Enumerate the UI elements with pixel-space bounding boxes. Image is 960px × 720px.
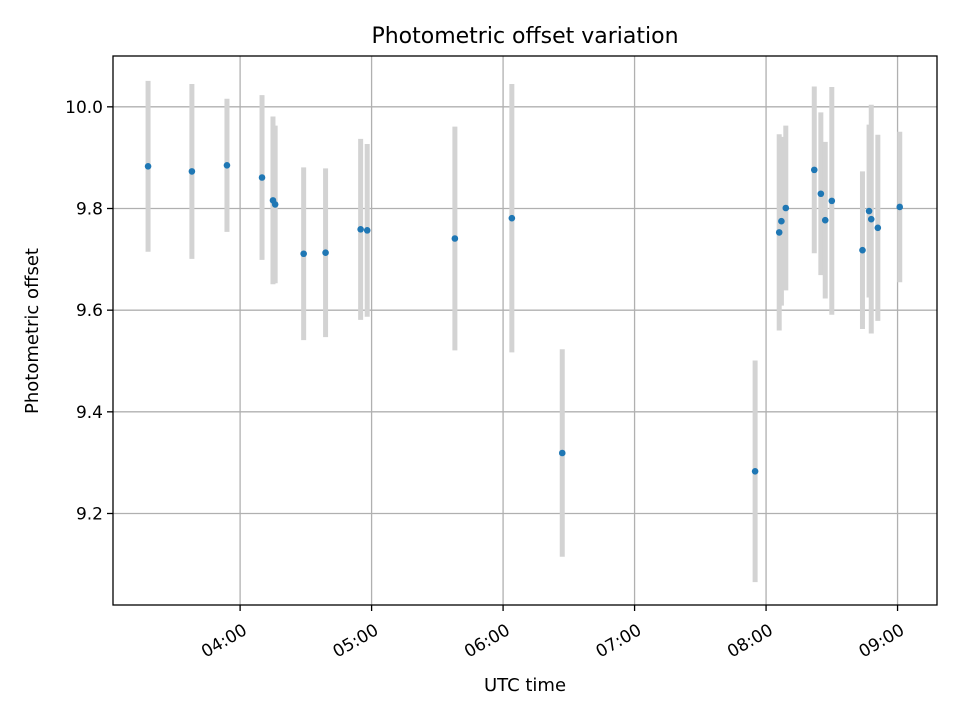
data-point xyxy=(782,204,790,212)
data-point xyxy=(300,250,307,258)
data-point xyxy=(558,449,566,457)
data-point xyxy=(258,174,266,181)
y-tick-label: 9.4 xyxy=(76,403,103,423)
data-point xyxy=(775,229,783,236)
y-tick-label: 10.0 xyxy=(65,98,103,118)
data-point xyxy=(271,201,279,208)
chart-title: Photometric offset variation xyxy=(371,24,678,49)
data-point xyxy=(828,197,836,205)
y-tick-label: 9.6 xyxy=(76,301,103,321)
data-point xyxy=(859,246,866,254)
point-layer xyxy=(144,161,904,475)
data-point xyxy=(751,468,759,475)
data-point xyxy=(363,227,371,234)
data-point xyxy=(144,163,152,170)
data-point xyxy=(778,217,785,225)
grid-layer xyxy=(113,56,937,605)
data-point xyxy=(865,207,873,215)
y-tick-label: 9.2 xyxy=(76,505,103,525)
data-point xyxy=(867,215,875,223)
y-axis-label: Photometric offset xyxy=(22,248,43,414)
data-point xyxy=(810,166,818,174)
data-point xyxy=(874,224,882,232)
data-point xyxy=(817,190,825,198)
data-point xyxy=(322,249,329,257)
data-point xyxy=(821,216,829,224)
data-point xyxy=(508,214,516,222)
data-point xyxy=(357,226,364,233)
data-point xyxy=(223,161,231,169)
plot-frame xyxy=(112,55,938,606)
data-point xyxy=(188,168,196,175)
data-point xyxy=(451,235,459,242)
y-tick-label: 9.8 xyxy=(76,200,103,220)
x-axis-label: UTC time xyxy=(484,675,566,696)
data-point xyxy=(896,203,904,211)
